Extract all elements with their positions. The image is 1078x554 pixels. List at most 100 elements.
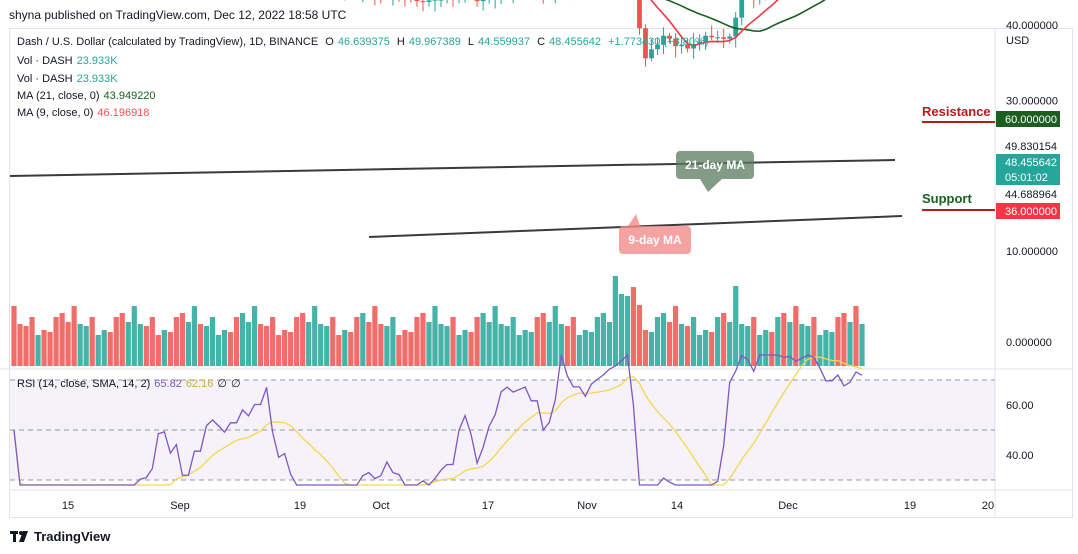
volume-bar	[570, 317, 576, 366]
candle-body	[721, 37, 727, 39]
volume-bar	[468, 332, 474, 366]
volume-bar	[835, 317, 841, 366]
volume-bar	[119, 313, 125, 366]
volume-bar	[510, 317, 516, 366]
volume-bar	[113, 317, 119, 366]
volume-bar	[83, 326, 89, 366]
volume-bar	[636, 305, 643, 366]
resistance-price-tag: 60.000000	[1005, 114, 1057, 126]
rsi-legend[interactable]: RSI (14, close, SMA, 14, 2) 65.82 62.16 ∅ ∅	[17, 378, 241, 390]
volume-bar	[23, 326, 29, 366]
volume-bar	[853, 306, 859, 366]
volume-bar	[312, 306, 318, 366]
volume-bar	[35, 335, 41, 366]
resistance-price-tag-bg	[996, 111, 1060, 127]
volume-bar	[799, 324, 805, 366]
volume-bar	[618, 294, 625, 366]
volume-bar	[600, 313, 606, 366]
volume-bar	[324, 326, 330, 366]
volume-bar	[516, 335, 522, 366]
ma9-callout-box	[619, 226, 691, 254]
time-tick-label: Dec	[778, 500, 798, 512]
candle-body	[703, 35, 709, 42]
volume-bar	[41, 330, 47, 366]
chart-frame	[9, 28, 1073, 518]
volume-bar	[727, 322, 733, 366]
volume-bar	[630, 287, 637, 366]
volume-bar	[17, 324, 23, 366]
volume-bar	[270, 317, 276, 366]
volume-bar	[384, 326, 390, 366]
candle-body	[685, 44, 690, 49]
tradingview-footer[interactable]: TradingView	[10, 529, 110, 544]
volume-bar	[522, 330, 528, 366]
volume-bar	[215, 335, 222, 366]
low-price-tag-bg	[996, 186, 1060, 202]
volume-bar	[354, 317, 360, 366]
volume-bar	[829, 332, 835, 366]
volume-bar	[276, 335, 282, 366]
volume-bar	[576, 335, 582, 366]
volume-bar	[678, 324, 685, 366]
ma9-legend[interactable]: MA (9, close, 0) 46.196918	[17, 107, 150, 119]
volume-bar	[787, 322, 793, 366]
time-tick-label: Sep	[170, 500, 190, 512]
volume-legend-1[interactable]: Vol · DASH 23.933K	[17, 55, 118, 67]
symbol-title[interactable]: Dash / U.S. Dollar (calculated by Tradin…	[17, 36, 319, 48]
volume-tick-label: 10.000000	[1006, 246, 1058, 258]
volume-bar	[438, 324, 444, 366]
volume-bar	[666, 322, 673, 366]
candle-body	[727, 36, 733, 39]
time-tick-label: 14	[671, 500, 683, 512]
rsi-sma-line	[13, 356, 863, 486]
time-tick-label: 15	[62, 500, 74, 512]
volume-bar	[456, 335, 462, 366]
high-price-tag: 49.830154	[1005, 141, 1057, 153]
volume-bar	[480, 313, 486, 366]
volume-bar	[745, 326, 751, 366]
volume-bar	[606, 322, 613, 366]
time-tick-label: Nov	[577, 500, 597, 512]
candle-body	[679, 44, 684, 47]
volume-bar	[859, 324, 865, 366]
candle-body	[438, 0, 444, 1]
volume-bar	[179, 313, 185, 366]
symbol-legend: Dash / U.S. Dollar (calculated by Tradin…	[17, 36, 716, 48]
candle-body	[649, 49, 654, 59]
volume-bar	[793, 306, 799, 366]
volume-bar	[221, 330, 228, 366]
volume-bar	[330, 317, 336, 366]
volume-bar	[342, 330, 348, 366]
ma21-legend[interactable]: MA (21, close, 0) 43.949220	[17, 90, 156, 102]
volume-bar	[143, 326, 149, 366]
volume-bar	[107, 332, 113, 366]
upper-trendline	[9, 159, 896, 177]
volume-bar	[306, 322, 312, 366]
candle-body	[474, 0, 480, 2]
last-price-tag-bg	[996, 154, 1060, 170]
volume-bar	[721, 313, 727, 366]
volume-bar	[624, 296, 631, 366]
support-label: Support	[922, 191, 972, 206]
time-tick-label: 19	[294, 500, 306, 512]
countdown-tag-bg	[996, 169, 1060, 185]
volume-bar	[642, 330, 649, 366]
volume-bar	[757, 335, 763, 366]
volume-bar	[817, 335, 823, 366]
tradingview-logo-icon	[10, 531, 29, 542]
volume-bar	[775, 317, 781, 366]
time-tick-label: 20	[982, 500, 994, 512]
volume-bar	[47, 332, 53, 366]
time-tick-label: 19	[904, 500, 916, 512]
last-price-tag: 48.455642	[1005, 157, 1057, 169]
volume-legend-2[interactable]: Vol · DASH 23.933K	[17, 73, 118, 85]
ma9-line	[452, 0, 779, 47]
ma9-callout-text: 9-day MA	[628, 233, 682, 247]
volume-bar	[245, 322, 252, 366]
volume-bar	[769, 332, 775, 366]
candle-body	[697, 41, 703, 44]
tradingview-brand: TradingView	[34, 529, 111, 544]
high-price-tag-bg	[996, 138, 1060, 154]
candle-body	[709, 35, 715, 38]
